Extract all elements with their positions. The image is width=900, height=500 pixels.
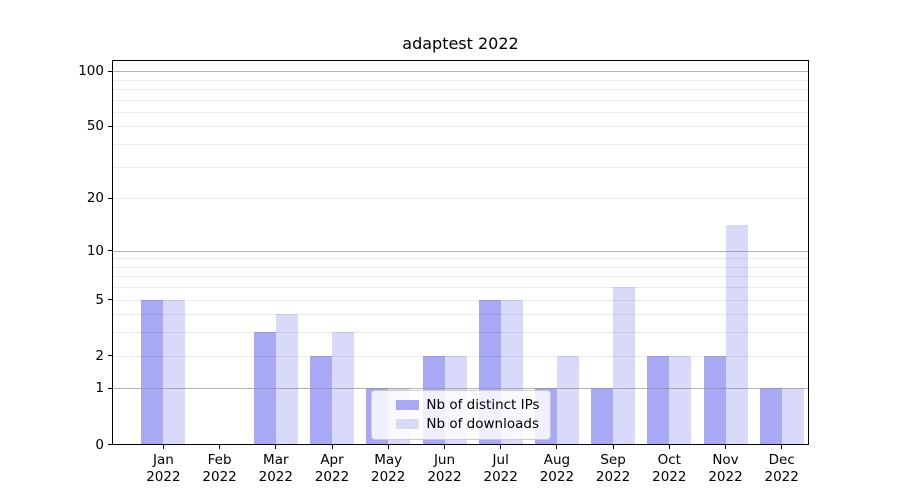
x-tick-label: Feb 2022 xyxy=(190,452,250,486)
legend-item-downloads: Nb of downloads xyxy=(395,415,539,434)
minor-gridline xyxy=(112,287,809,289)
minor-gridline xyxy=(112,332,809,334)
minor-gridline xyxy=(112,79,809,81)
x-tick-mark xyxy=(219,444,221,449)
y-tick-label: 5 xyxy=(95,291,104,308)
minor-gridline xyxy=(112,166,809,168)
x-tick-year: 2022 xyxy=(764,468,799,485)
minor-gridline xyxy=(112,126,809,128)
minor-gridline xyxy=(112,144,809,146)
y-tick-label: 50 xyxy=(86,118,104,135)
legend-swatch-distinct-ips-icon xyxy=(395,400,419,410)
y-tick-label: 100 xyxy=(78,63,104,80)
minor-gridline xyxy=(112,299,809,301)
bar-nb-of-distinct-ips-apr xyxy=(310,355,332,445)
bar-nb-of-downloads-aug xyxy=(556,355,579,445)
y-tick-label: 0 xyxy=(95,436,104,453)
x-tick-month: Jan xyxy=(152,451,174,468)
x-tick-year: 2022 xyxy=(146,468,181,485)
x-tick-year: 2022 xyxy=(258,468,293,485)
plot-area: Nb of distinct IPs Nb of downloads xyxy=(112,59,809,445)
bar-nb-of-downloads-oct xyxy=(669,355,692,445)
bar-nb-of-downloads-dec xyxy=(781,388,804,445)
x-tick-label: Mar 2022 xyxy=(246,452,306,486)
bar-nb-of-distinct-ips-sep xyxy=(591,388,614,445)
minor-gridline xyxy=(112,198,809,200)
bar-nb-of-distinct-ips-nov xyxy=(703,355,726,445)
x-tick-label: Sep 2022 xyxy=(583,452,643,486)
x-tick-mark xyxy=(387,444,389,449)
bar-nb-of-distinct-ips-oct xyxy=(647,355,670,445)
bar-nb-of-downloads-mar xyxy=(275,314,298,445)
minor-gridline xyxy=(112,111,809,113)
y-tick-label: 10 xyxy=(86,242,104,259)
x-tick-mark xyxy=(500,444,502,449)
x-tick-year: 2022 xyxy=(595,468,631,485)
chart-title: adaptest 2022 xyxy=(402,34,519,53)
minor-gridline xyxy=(112,314,809,316)
legend-label-distinct-ips: Nb of distinct IPs xyxy=(426,397,540,413)
x-tick-year: 2022 xyxy=(708,468,743,485)
legend: Nb of distinct IPs Nb of downloads xyxy=(370,389,551,440)
x-tick-year: 2022 xyxy=(539,468,575,485)
x-tick-year: 2022 xyxy=(427,468,462,485)
x-tick-mark xyxy=(556,444,558,449)
x-tick-label: Jul 2022 xyxy=(471,452,531,486)
bar-nb-of-distinct-ips-dec xyxy=(759,388,782,445)
x-tick-month: Mar xyxy=(263,451,289,468)
major-gridline xyxy=(112,71,809,73)
minor-gridline xyxy=(112,276,809,278)
y-tick-label: 2 xyxy=(95,347,104,364)
x-tick-month: Jul xyxy=(492,451,509,468)
minor-gridline xyxy=(112,258,809,260)
x-tick-mark xyxy=(162,444,164,449)
y-tick-label: 20 xyxy=(86,190,104,207)
x-tick-label: Jan 2022 xyxy=(133,452,193,486)
legend-item-distinct-ips: Nb of distinct IPs xyxy=(395,396,540,415)
minor-gridline xyxy=(112,99,809,101)
x-tick-mark xyxy=(668,444,670,449)
x-tick-mark xyxy=(612,444,614,449)
major-gridline xyxy=(112,388,809,390)
x-tick-month: Sep xyxy=(600,451,626,468)
x-tick-year: 2022 xyxy=(652,468,687,485)
x-tick-month: Feb xyxy=(207,451,232,468)
x-tick-month: Oct xyxy=(657,451,681,468)
legend-label-downloads: Nb of downloads xyxy=(426,416,539,432)
x-tick-label: Oct 2022 xyxy=(639,452,699,486)
x-tick-month: Dec xyxy=(768,451,795,468)
x-tick-label: Aug 2022 xyxy=(527,452,587,486)
bar-nb-of-distinct-ips-jan xyxy=(141,299,164,445)
x-tick-year: 2022 xyxy=(371,468,406,485)
x-tick-label: Apr 2022 xyxy=(302,452,362,486)
bar-nb-of-downloads-jan xyxy=(163,299,186,445)
x-tick-year: 2022 xyxy=(202,468,237,485)
minor-gridline xyxy=(112,266,809,268)
major-gridline xyxy=(112,250,809,252)
x-tick-mark xyxy=(781,444,783,449)
x-tick-year: 2022 xyxy=(483,468,518,485)
x-tick-month: Apr xyxy=(320,451,344,468)
x-tick-mark xyxy=(444,444,445,449)
bar-nb-of-downloads-sep xyxy=(613,287,636,445)
x-tick-month: May xyxy=(374,451,403,468)
x-tick-month: Jun xyxy=(433,451,456,468)
x-tick-year: 2022 xyxy=(314,468,350,485)
x-tick-label: Dec 2022 xyxy=(752,452,812,486)
x-tick-month: Aug xyxy=(543,451,571,468)
x-tick-label: Nov 2022 xyxy=(696,452,756,486)
x-tick-label: Jun 2022 xyxy=(415,452,475,486)
x-tick-mark xyxy=(331,444,333,449)
legend-swatch-downloads-icon xyxy=(395,419,419,429)
minor-gridline xyxy=(112,89,809,90)
bar-nb-of-downloads-nov xyxy=(725,225,748,445)
x-tick-month: Nov xyxy=(712,451,739,468)
y-tick-label: 1 xyxy=(95,380,104,397)
x-tick-mark xyxy=(725,444,726,449)
x-tick-mark xyxy=(275,444,277,449)
minor-gridline xyxy=(112,355,809,357)
x-tick-label: May 2022 xyxy=(358,452,418,486)
